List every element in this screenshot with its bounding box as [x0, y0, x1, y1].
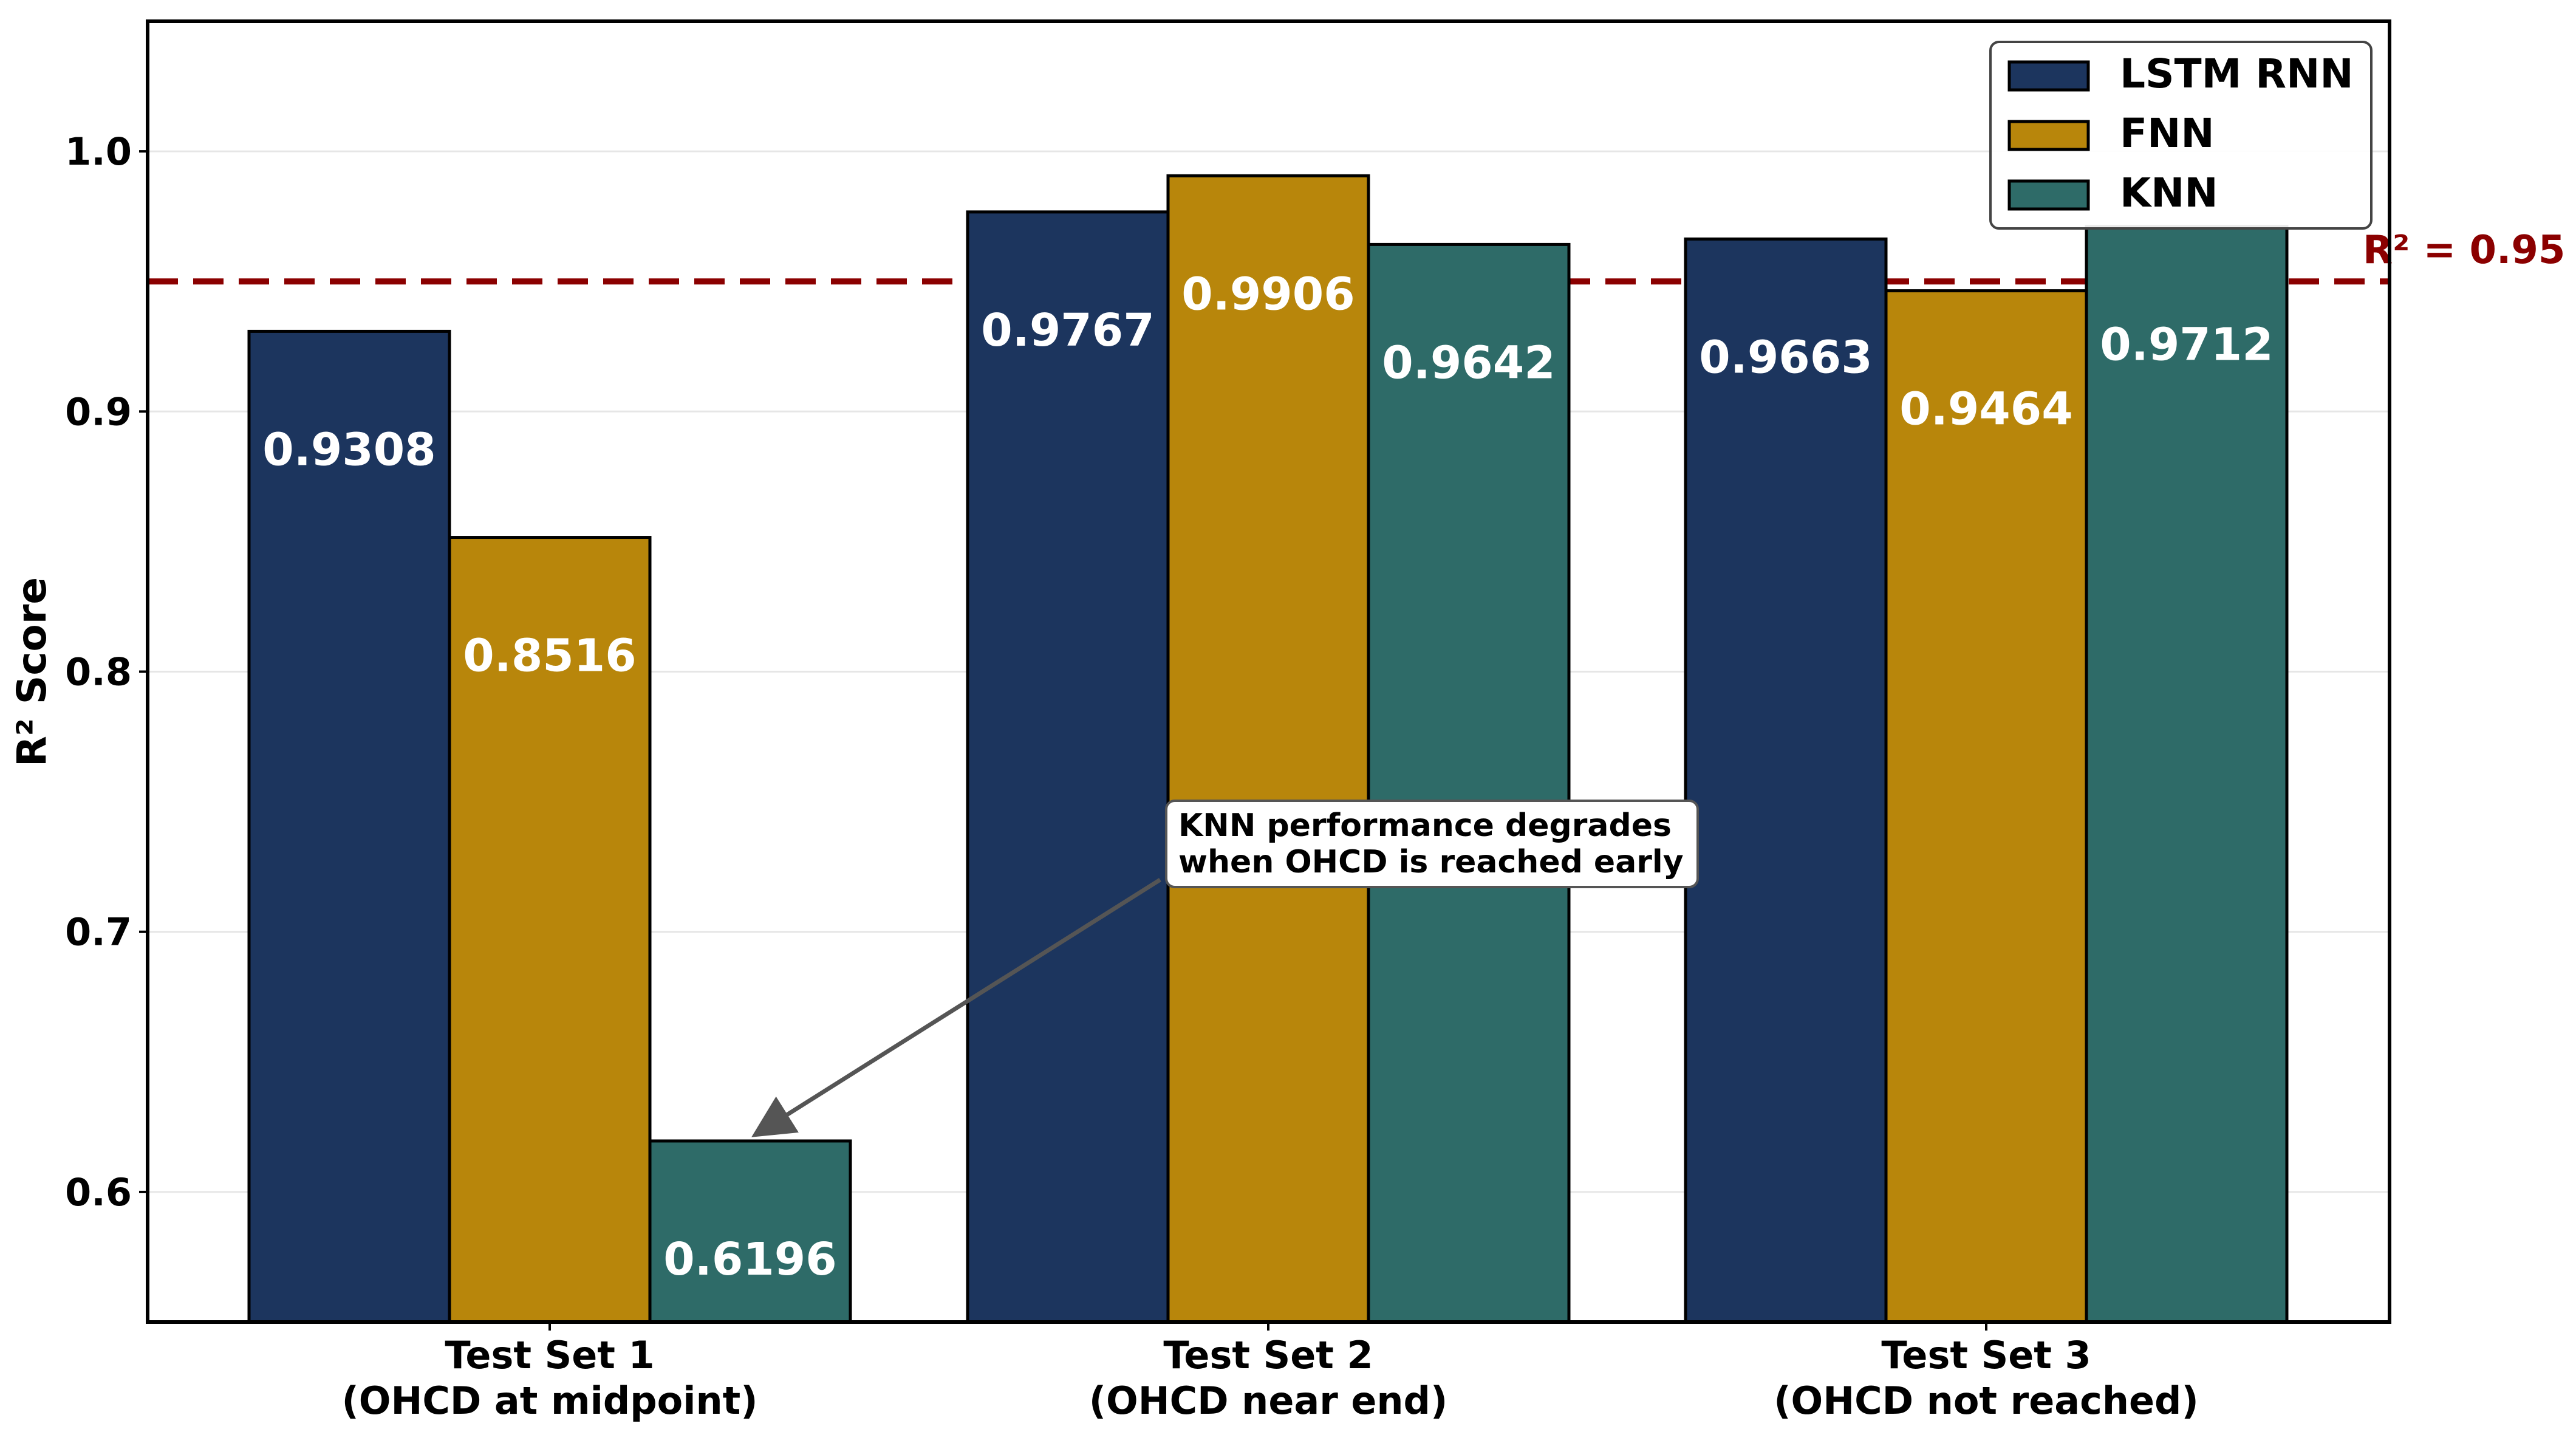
annotation-text-line2: when OHCD is reached early [1178, 844, 1684, 880]
x-category-label: Test Set 2 [1163, 1333, 1373, 1377]
bar-value-label: 0.8516 [463, 630, 637, 682]
bar-fnn-3 [1884, 289, 2088, 1324]
legend-swatch [2007, 179, 2090, 211]
bar-lstm-rnn-2 [966, 210, 1170, 1324]
bars: 0.9308 0.9767 0.9663 0.8516 0.9906 0.9464 0.61… [247, 174, 2289, 1324]
axes: 0.6 0.7 0.8 0.9 1.0 Test Set 1(OHCD at midpoi… [9, 19, 2391, 1423]
x-category-sublabel: (OHCD near end) [1089, 1379, 1448, 1423]
legend-swatch [2007, 120, 2090, 151]
bar-lstm-rnn-1 [247, 329, 451, 1324]
annotation-arrow [751, 878, 1161, 1137]
x-category-sublabel: (OHCD not reached) [1774, 1379, 2199, 1423]
annotation-box [1165, 800, 1699, 888]
bar-knn-2 [1367, 242, 1571, 1324]
y-tick-label: 0.8 [65, 650, 132, 694]
bar-value-label: 0.9642 [1382, 337, 1556, 389]
x-category-label: Test Set 3 [1881, 1333, 2091, 1377]
bar-value-label: 0.9308 [262, 423, 436, 476]
y-tick-label: 1.0 [65, 129, 132, 174]
legend-label: KNN [2120, 170, 2218, 216]
reference-line-label: R² = 0.95 [2363, 228, 2565, 273]
bar-knn-3 [2085, 224, 2289, 1324]
x-category-label: Test Set 1 [445, 1333, 654, 1377]
legend-label: FNN [2120, 110, 2215, 157]
legend-label: LSTM RNN [2120, 50, 2354, 97]
bar-lstm-rnn-3 [1684, 237, 1888, 1324]
bar-fnn-2 [1166, 174, 1370, 1324]
y-tick-label: 0.6 [65, 1170, 132, 1214]
bar-knn-1 [648, 1139, 852, 1324]
bar-value-label: 0.9663 [1699, 331, 1873, 383]
bar-value-label: 0.6196 [663, 1233, 837, 1286]
reference-label-group: R² = 0.95 [2363, 228, 2565, 273]
y-tick-label: 0.7 [65, 910, 132, 954]
y-tick-label: 0.9 [65, 389, 132, 434]
legend: LSTM RNN FNN KNN [1989, 41, 2373, 230]
annotation-text-line1: KNN performance degrades [1178, 807, 1672, 844]
legend-swatch [2007, 60, 2090, 92]
x-category-sublabel: (OHCD at midpoint) [341, 1379, 757, 1423]
y-axis-title: R² Score [9, 577, 55, 767]
bar-value-label: 0.9906 [1181, 268, 1355, 320]
bar-value-label: 0.9767 [981, 304, 1155, 357]
bar-value-label: 0.9464 [1899, 383, 2073, 436]
bar-value-label: 0.9712 [2100, 318, 2274, 371]
